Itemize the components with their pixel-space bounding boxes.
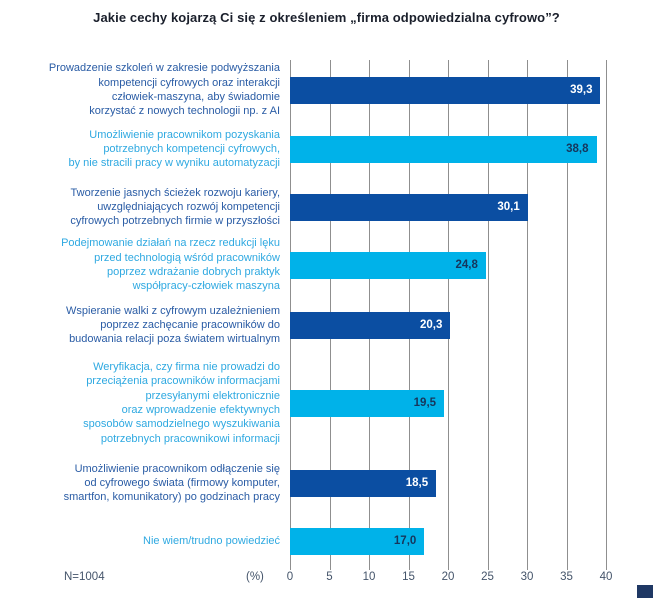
category-label: Podejmowanie działań na rzecz redukcji l… xyxy=(61,237,280,293)
chart-title: Jakie cechy kojarzą Ci się z określeniem… xyxy=(93,10,560,25)
category-label: Wspieranie walki z cyfrowym uzależnienie… xyxy=(66,304,280,346)
sample-size-label: N=1004 xyxy=(64,571,105,583)
category-label: Tworzenie jasnych ścieżek rozwoju karier… xyxy=(70,186,280,228)
gridline xyxy=(527,60,528,570)
bar: 17,0 xyxy=(290,527,425,555)
bar-zone: 30,1 xyxy=(290,178,653,236)
bar-row: Weryfikacja, czy firma nie prowadzi do p… xyxy=(0,356,653,450)
x-axis-tick-label: 25 xyxy=(481,571,494,583)
bar-zone: 38,8 xyxy=(290,120,653,178)
bar-zone: 19,5 xyxy=(290,356,653,450)
bar-row: Podejmowanie działań na rzecz redukcji l… xyxy=(0,236,653,294)
bar: 39,3 xyxy=(290,76,601,104)
category-label: Umożliwienie pracownikom odłączenie się … xyxy=(63,462,280,504)
bar-row: Umożliwienie pracownikom odłączenie się … xyxy=(0,450,653,516)
bar-row: Umożliwienie pracownikom pozyskania potr… xyxy=(0,120,653,178)
bar-row: Nie wiem/trudno powiedzieć 17,0 xyxy=(0,516,653,566)
bar-zone: 20,3 xyxy=(290,294,653,356)
category-label: Weryfikacja, czy firma nie prowadzi do p… xyxy=(83,361,280,445)
x-axis-tick-label: 15 xyxy=(402,571,415,583)
bar: 19,5 xyxy=(290,389,445,417)
bar: 18,5 xyxy=(290,469,437,497)
bar: 24,8 xyxy=(290,251,486,279)
bar-row: Wspieranie walki z cyfrowym uzależnienie… xyxy=(0,294,653,356)
bar-value-label: 39,3 xyxy=(570,83,593,96)
gridline xyxy=(487,60,489,570)
x-axis-tick-label: 0 xyxy=(286,571,294,583)
x-axis-tick-label: 10 xyxy=(362,571,376,583)
x-axis-tick-label: 30 xyxy=(520,571,534,583)
x-axis-tick-label: 5 xyxy=(326,571,333,583)
x-axis-tick-label: 40 xyxy=(599,571,613,583)
category-label: Prowadzenie szkoleń w zakresie podwyższa… xyxy=(48,62,280,118)
bar-value-label: 17,0 xyxy=(393,534,417,547)
bar-value-label: 18,5 xyxy=(405,476,429,489)
corner-decoration-square xyxy=(637,585,653,598)
bar-zone: 18,5 xyxy=(290,450,653,516)
bar-zone: 24,8 xyxy=(290,236,653,294)
category-label: Nie wiem/trudno powiedzieć xyxy=(143,534,280,547)
unit-label: (%) xyxy=(246,571,264,583)
bar-value-label: 24,8 xyxy=(455,258,478,271)
bar-value-label: 38,8 xyxy=(566,142,589,155)
gridline xyxy=(606,60,607,570)
bar-row: Prowadzenie szkoleń w zakresie podwyższa… xyxy=(0,60,653,120)
bar-zone: 39,3 xyxy=(290,60,653,120)
bar-row: Tworzenie jasnych ścieżek rozwoju karier… xyxy=(0,178,653,236)
category-label: Umożliwienie pracownikom pozyskania potr… xyxy=(68,128,280,170)
gridline xyxy=(566,60,568,570)
bar: 30,1 xyxy=(290,193,528,221)
bar-zone: 17,0 xyxy=(290,516,653,566)
bar-value-label: 20,3 xyxy=(419,318,443,331)
bar-value-label: 19,5 xyxy=(413,396,437,409)
bar: 20,3 xyxy=(290,311,451,339)
bar: 38,8 xyxy=(290,135,597,163)
x-axis-tick-label: 35 xyxy=(560,571,573,583)
bar-value-label: 30,1 xyxy=(497,200,520,213)
bar-rows: Prowadzenie szkoleń w zakresie podwyższa… xyxy=(0,60,653,566)
x-axis-tick-label: 20 xyxy=(441,571,455,583)
